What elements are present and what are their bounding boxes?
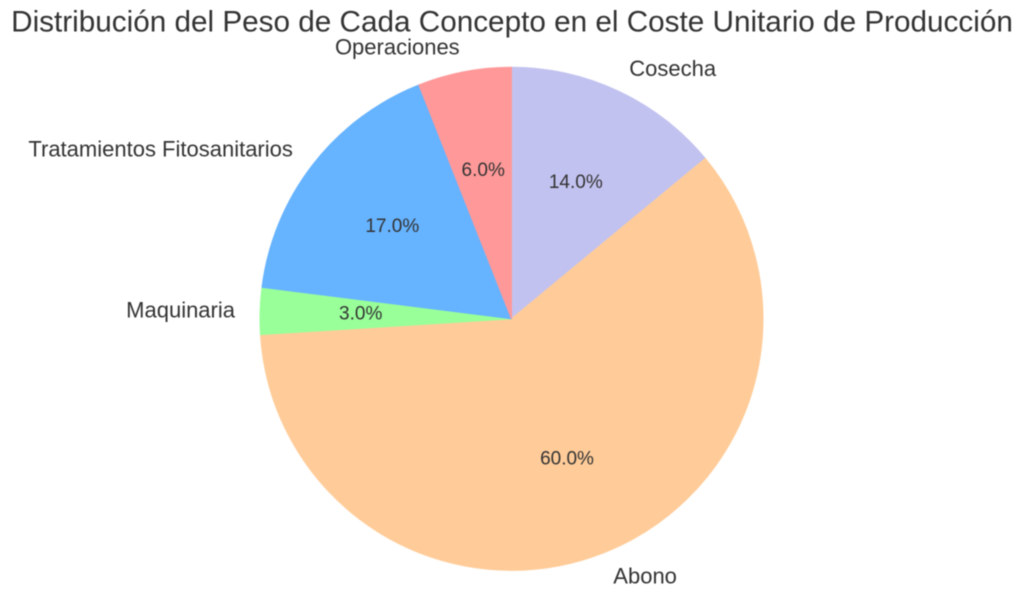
svg-text:Tratamientos Fitosanitarios: Tratamientos Fitosanitarios xyxy=(28,137,293,162)
svg-text:3.0%: 3.0% xyxy=(339,304,382,325)
svg-text:Maquinaria: Maquinaria xyxy=(126,298,236,323)
svg-text:17.0%: 17.0% xyxy=(365,216,419,237)
svg-text:Abono: Abono xyxy=(613,564,677,589)
svg-text:6.0%: 6.0% xyxy=(462,160,505,181)
svg-text:60.0%: 60.0% xyxy=(540,449,594,470)
svg-text:Operaciones: Operaciones xyxy=(335,35,460,60)
svg-text:Distribución del Peso de Cada: Distribución del Peso de Cada Concepto e… xyxy=(11,6,1013,39)
svg-text:Cosecha: Cosecha xyxy=(629,56,717,81)
svg-text:14.0%: 14.0% xyxy=(549,172,603,193)
